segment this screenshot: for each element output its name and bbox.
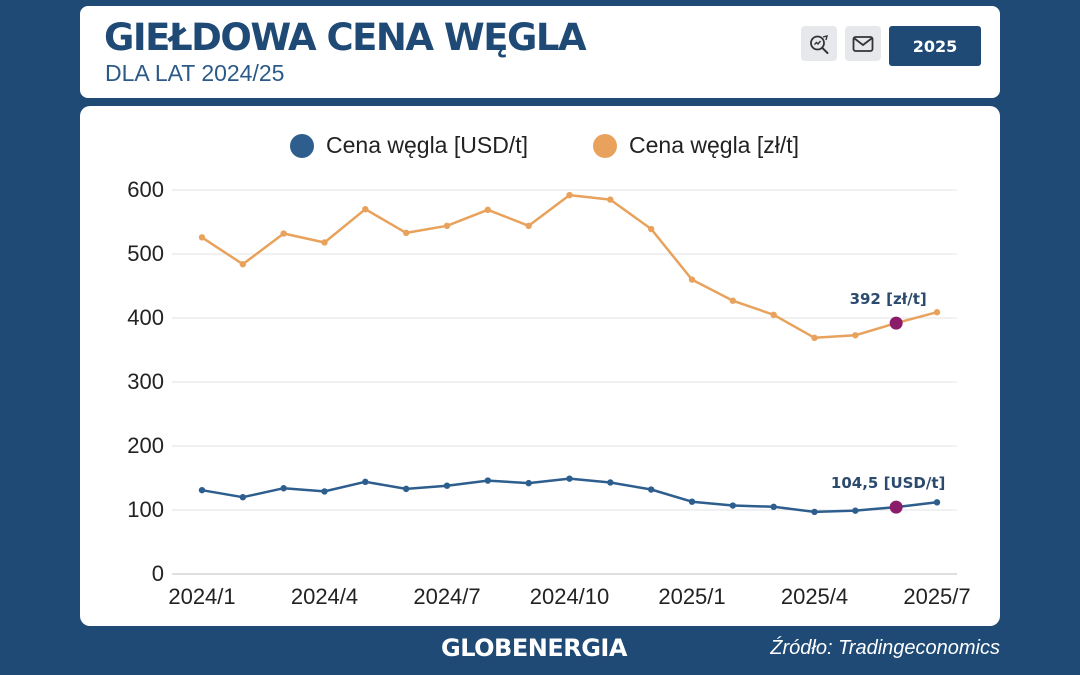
legend-marker	[290, 134, 314, 158]
data-point	[362, 206, 369, 213]
data-point	[647, 225, 655, 233]
highlight-point	[889, 316, 903, 330]
data-point	[402, 229, 410, 237]
data-point	[239, 494, 247, 501]
data-point	[933, 499, 941, 506]
data-annotation: 392 [zł/t]	[850, 290, 927, 308]
source-note: Źródło: Tradingeconomics	[770, 637, 1000, 659]
x-tick-label: 2024/7	[413, 584, 480, 609]
series-line	[201, 477, 938, 514]
data-point	[443, 482, 451, 489]
data-point	[566, 191, 573, 199]
series-line	[201, 193, 938, 340]
data-point	[770, 503, 777, 510]
data-point	[852, 507, 859, 514]
data-point	[321, 488, 328, 495]
x-tick-label: 2024/4	[291, 584, 358, 609]
data-point	[688, 276, 696, 283]
x-tick-label: 2025/1	[658, 584, 725, 609]
data-annotation: 104,5 [USD/t]	[831, 474, 945, 492]
legend-label: Cena węgla [USD/t]	[326, 132, 528, 158]
header-card: GIEŁDOWA CENA WĘGLA DLA LAT 2024/25 2025	[80, 6, 1000, 98]
data-point	[239, 261, 247, 268]
data-point	[362, 478, 369, 486]
x-tick-label: 2025/4	[781, 584, 848, 609]
data-point	[443, 222, 451, 230]
search-icon	[810, 34, 829, 54]
x-tick-label: 2024/1	[168, 584, 235, 609]
y-tick-label: 300	[127, 369, 164, 394]
data-point	[607, 196, 614, 203]
y-tick-label: 500	[127, 241, 164, 266]
data-point	[729, 502, 737, 509]
data-point	[484, 477, 492, 484]
data-point	[852, 332, 859, 339]
highlight-point	[889, 500, 903, 514]
y-tick-label: 0	[152, 561, 164, 586]
data-point	[770, 311, 777, 318]
data-point	[933, 309, 941, 316]
data-point	[688, 498, 696, 505]
data-point	[484, 206, 492, 214]
y-tick-label: 100	[127, 497, 164, 522]
x-tick-label: 2025/7	[903, 584, 970, 609]
y-tick-label: 600	[127, 177, 164, 202]
data-point	[280, 230, 287, 237]
legend-label: Cena węgla [zł/t]	[629, 132, 799, 158]
legend-marker	[593, 134, 617, 158]
mail-button[interactable]	[845, 26, 881, 61]
data-point	[566, 475, 573, 482]
data-point	[811, 334, 818, 342]
data-point	[198, 234, 206, 241]
data-point	[525, 222, 532, 230]
data-point	[647, 486, 655, 493]
data-point	[811, 508, 818, 516]
y-tick-label: 200	[127, 433, 164, 458]
data-point	[729, 297, 737, 304]
data-point	[402, 485, 410, 493]
data-point	[321, 239, 328, 246]
mail-icon	[852, 35, 874, 52]
line-chart: 0 100 200 300 400 500 600 2024/1 2024/4 2024/7 202…	[127, 132, 970, 609]
chart-card: 0 100 200 300 400 500 600 2024/1 2024/4 2024/7 202…	[80, 106, 1000, 626]
search-button[interactable]	[801, 26, 837, 61]
data-point	[607, 479, 614, 486]
data-point	[525, 479, 532, 487]
globenergia-logo: GLOBENERGIA	[441, 634, 627, 662]
year-button[interactable]: 2025	[889, 26, 981, 66]
y-tick-label: 400	[127, 305, 164, 330]
data-point	[198, 486, 206, 494]
x-tick-label: 2024/10	[530, 584, 610, 609]
data-point	[280, 485, 287, 492]
page-title: GIEŁDOWA CENA WĘGLA	[104, 16, 587, 59]
page-subtitle: DLA LAT 2024/25	[105, 60, 285, 86]
